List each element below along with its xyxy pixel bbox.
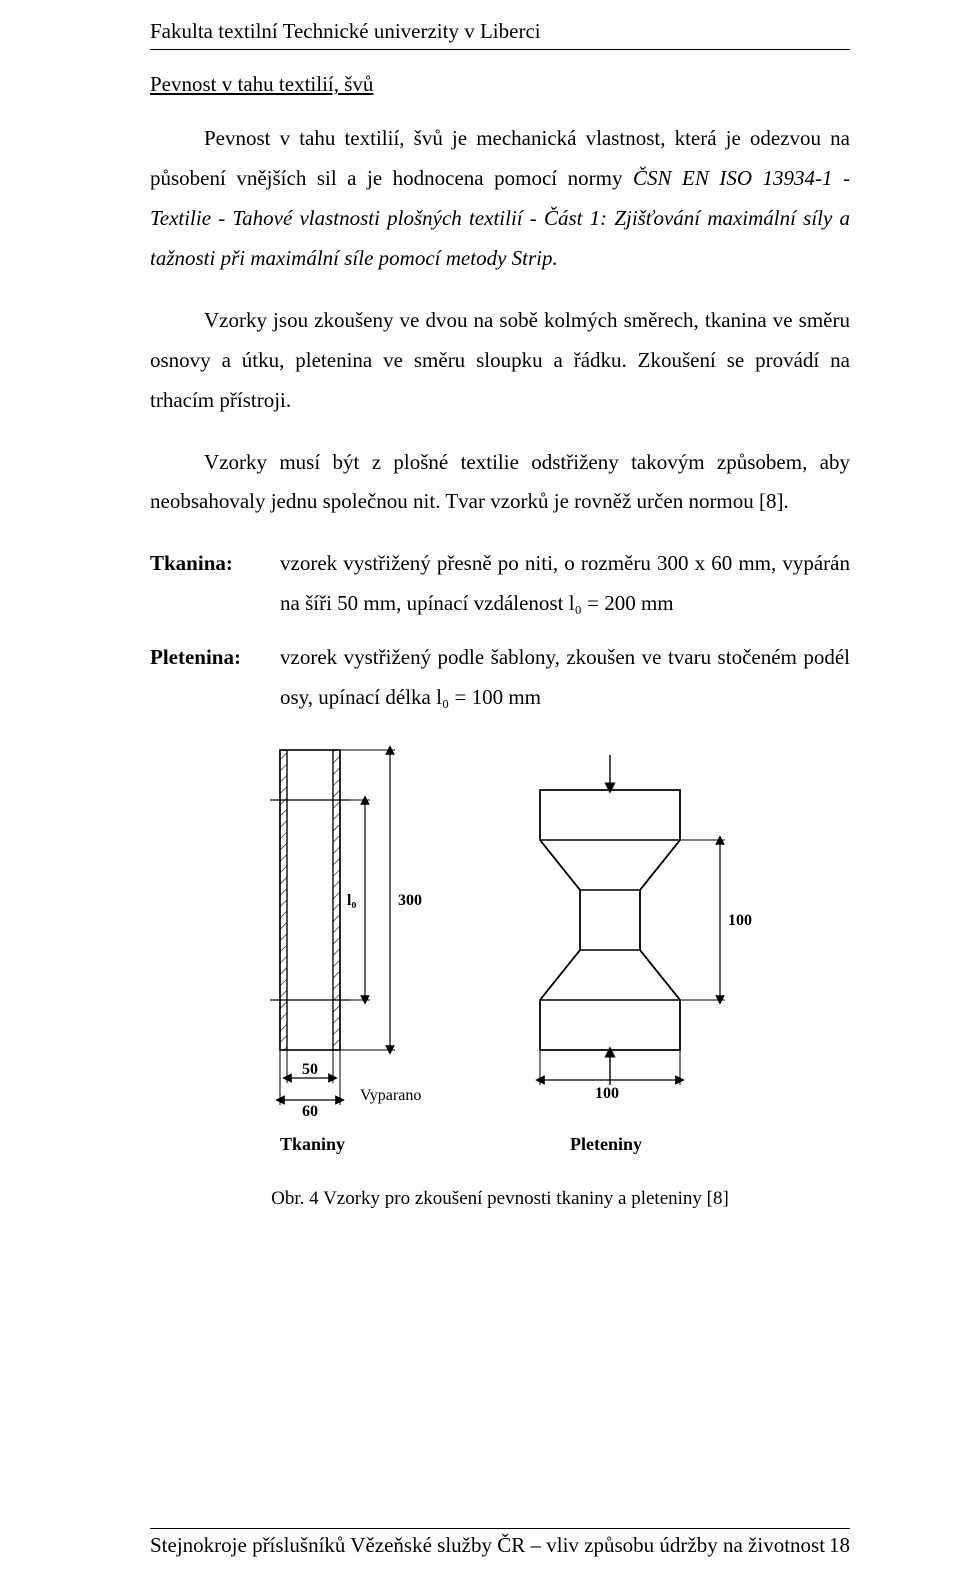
pleteniny-label: Pleteniny <box>570 1134 642 1154</box>
p2-text: Vzorky jsou zkoušeny ve dvou na sobě kol… <box>150 308 850 412</box>
dim-60: 60 <box>302 1103 318 1120</box>
vyparano-label: Vyparano <box>360 1087 421 1104</box>
def-pletenina: Pletenina: vzorek vystřižený podle šablo… <box>150 638 850 718</box>
figure-wrap: 300 l₀ 50 60 Vyparano Tkaniny <box>150 740 850 1180</box>
footer-rule <box>150 1528 850 1529</box>
definition-list: Tkanina: vzorek vystřižený přesně po nit… <box>150 544 850 718</box>
dim-l0: l₀ <box>347 892 356 909</box>
paragraph-2: Vzorky jsou zkoušeny ve dvou na sobě kol… <box>150 301 850 421</box>
dim-50: 50 <box>302 1061 318 1078</box>
page: Fakulta textilní Technické univerzity v … <box>0 0 960 1586</box>
header-faculty: Fakulta textilní Technické univerzity v … <box>150 18 850 45</box>
def-tkanina: Tkanina: vzorek vystřižený přesně po nit… <box>150 544 850 624</box>
footer-page-num: 18 <box>829 1533 850 1558</box>
figure-svg: 300 l₀ 50 60 Vyparano Tkaniny <box>220 740 780 1180</box>
figure-caption: Obr. 4 Vzorky pro zkoušení pevnosti tkan… <box>150 1188 850 1210</box>
def-tkanina-desc: vzorek vystřižený přesně po niti, o rozm… <box>280 544 850 624</box>
section-title: Pevnost v tahu textilií, švů <box>150 72 850 97</box>
def-tkanina-term: Tkanina: <box>150 544 280 624</box>
tkaniny-label: Tkaniny <box>280 1134 345 1154</box>
footer-text: Stejnokroje příslušníků Vězeňské služby … <box>150 1533 825 1558</box>
def-pletenina-term: Pletenina: <box>150 638 280 718</box>
pleteniny-shape <box>540 790 680 1050</box>
def-pletenina-desc: vzorek vystřižený podle šablony, zkoušen… <box>280 638 850 718</box>
p3-text: Vzorky musí být z plošné textilie odstři… <box>150 450 850 514</box>
dim-100b: 100 <box>595 1085 619 1102</box>
dim-100a: 100 <box>728 912 752 929</box>
paragraph-1: Pevnost v tahu textilií, švů je mechanic… <box>150 119 850 279</box>
paragraph-3: Vzorky musí být z plošné textilie odstři… <box>150 443 850 523</box>
dim-300: 300 <box>398 892 422 909</box>
footer: Stejnokroje příslušníků Vězeňské služby … <box>150 1528 850 1558</box>
header-rule <box>150 49 850 50</box>
